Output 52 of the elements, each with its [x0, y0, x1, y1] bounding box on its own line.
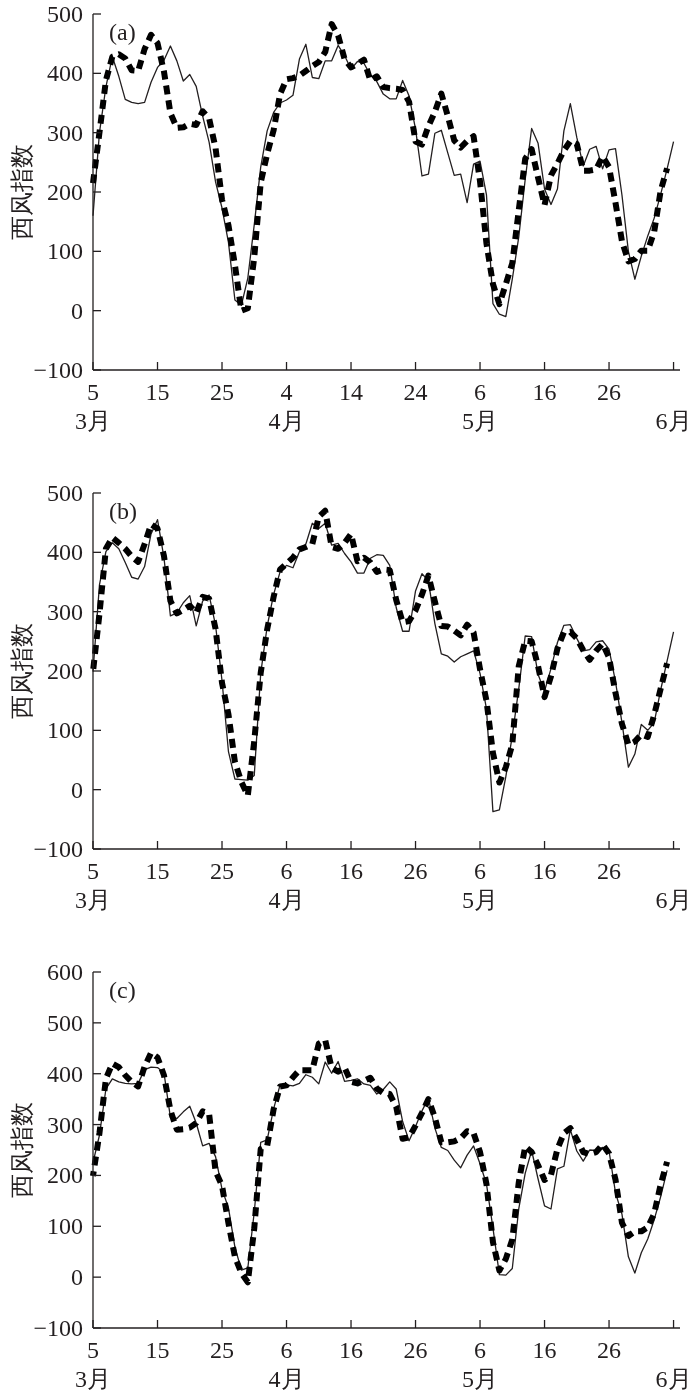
x-tick-label: 26 [403, 858, 428, 884]
x-tick-label: 26 [597, 1337, 622, 1363]
x-tick-label: 26 [597, 858, 622, 884]
y-tick-label: 200 [47, 658, 83, 684]
x-tick-label: 15 [145, 858, 170, 884]
x-tick-label: 16 [532, 1337, 557, 1363]
y-tick-label: 200 [47, 1162, 83, 1189]
x-tick-label: 14 [339, 379, 364, 405]
x-tick-label: 6 4月 [268, 858, 305, 913]
y-axis-title: 西风指数 [9, 623, 35, 719]
y-tick-label: 300 [47, 119, 83, 146]
y-tick-label: 100 [47, 238, 83, 265]
x-tick-label: 25 [210, 1337, 235, 1363]
y-tick-label: 300 [47, 598, 83, 625]
y-axis-title: 西风指数 [9, 144, 35, 240]
x-tick-label: 16 [532, 379, 557, 405]
x-tick-label: 15 [145, 379, 170, 405]
x-tick-label: 6月 [655, 1366, 692, 1392]
y-tick-label: 500 [47, 480, 83, 506]
x-tick-label: 25 [210, 379, 235, 405]
y-tick-label: 0 [71, 297, 83, 324]
x-tick-label: 6 5月 [462, 379, 499, 434]
y-tick-label: 0 [71, 1264, 83, 1291]
x-tick-label: 16 [339, 858, 364, 884]
x-tick-label: 16 [532, 858, 557, 884]
y-tick-label: 100 [47, 717, 83, 744]
chart-title: (b) [109, 498, 137, 524]
x-tick-label: 24 [403, 379, 428, 405]
chart-title: (a) [109, 19, 136, 45]
x-tick-label: 26 [403, 1337, 428, 1363]
x-tick-label: 6月 [655, 887, 692, 913]
x-tick-label: 6 5月 [462, 1337, 499, 1392]
y-tick-label: 0 [71, 776, 83, 803]
y-tick-label: 500 [47, 1009, 83, 1036]
y-tick-label: 600 [47, 959, 83, 985]
x-tick-label: 6 5月 [462, 858, 499, 913]
y-tick-label: 400 [47, 60, 83, 87]
y-tick-label: 500 [47, 1, 83, 27]
y-tick-label: 400 [47, 1060, 83, 1087]
y-tick-label: 300 [47, 1111, 83, 1138]
x-tick-label: 25 [210, 858, 235, 884]
y-tick-label: 100 [47, 1213, 83, 1240]
x-tick-label: 6月 [655, 408, 692, 434]
chart-title: (c) [109, 977, 136, 1003]
y-tick-label: 200 [47, 179, 83, 205]
y-tick-label: 400 [47, 539, 83, 566]
x-tick-label: 15 [145, 1337, 170, 1363]
x-tick-label: 26 [597, 379, 622, 405]
x-tick-label: 6 4月 [268, 1337, 305, 1392]
x-tick-label: 16 [339, 1337, 364, 1363]
y-axis-title: 西风指数 [9, 1102, 35, 1198]
x-tick-label: 4 4月 [268, 379, 305, 434]
